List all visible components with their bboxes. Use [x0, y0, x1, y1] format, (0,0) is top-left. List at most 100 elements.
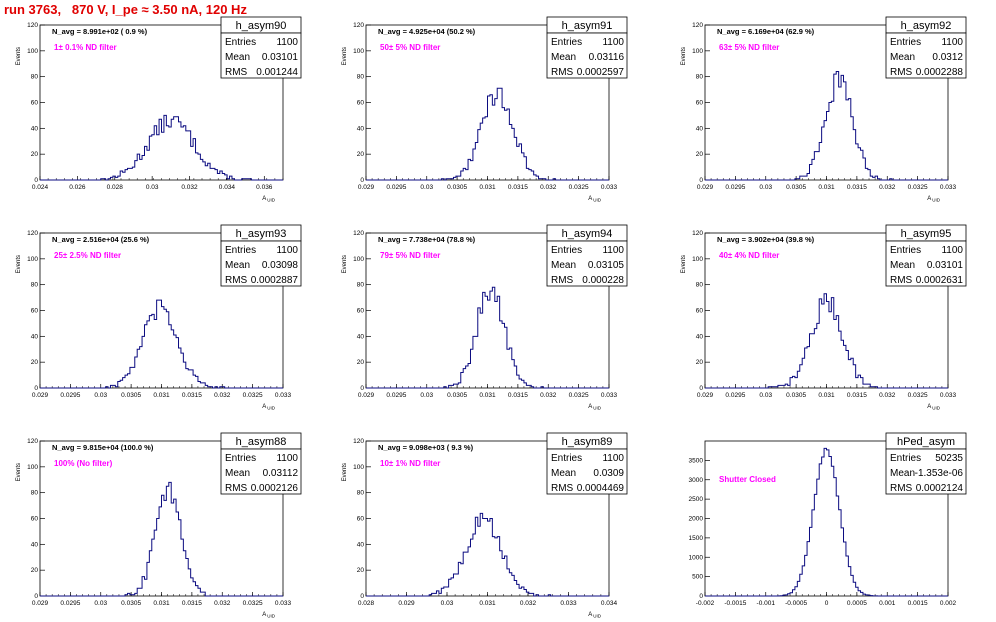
x-tick-label: 0.0305 — [121, 600, 141, 607]
y-tick-label: 20 — [696, 151, 704, 158]
x-tick-label: 0.029 — [32, 600, 49, 607]
stat-label: RMS — [225, 483, 248, 494]
y-tick-label: 120 — [353, 230, 364, 237]
x-tick-label: 0.029 — [32, 392, 49, 399]
navg-label: N_avg = 2.516e+04 (25.6 %) — [52, 235, 150, 244]
y-axis-label: Events — [16, 463, 22, 481]
y-tick-label: 120 — [27, 22, 38, 29]
x-axis-label: AUID — [262, 196, 276, 203]
stats-box — [885, 32, 967, 79]
panel-h_asym89: 0.028 0.029 0.03 0.031 0.032 0.033 0.034 0 20 40 6… — [342, 432, 628, 619]
x-tick-label: 0.0295 — [725, 184, 745, 191]
panel-h_asym90: 0.024 0.026 0.028 0.03 0.032 0.034 0.036 0 20 40 6… — [16, 16, 302, 203]
stats-box — [885, 448, 967, 495]
y-tick-label: 100 — [353, 256, 364, 263]
y-tick-label: 2500 — [689, 496, 704, 503]
x-tick-label: 0.032 — [540, 392, 557, 399]
stats-box — [220, 240, 302, 287]
stat-label: RMS — [551, 67, 574, 78]
stat-value: 0.03101 — [927, 260, 964, 271]
y-tick-label: 20 — [357, 567, 365, 574]
x-tick-label: 0.03 — [420, 184, 433, 191]
histogram-name: h_asym95 — [901, 228, 952, 240]
x-axis-label: AUID — [927, 404, 941, 411]
stat-label: Mean — [225, 52, 250, 63]
x-axis-label: AUID — [588, 196, 602, 203]
x-tick-label: 0.03 — [759, 392, 772, 399]
histogram-name: hPed_asym — [897, 436, 955, 448]
x-tick-label: 0.032 — [181, 184, 198, 191]
x-tick-label: 0.032 — [879, 392, 896, 399]
stats-box — [885, 240, 967, 287]
x-tick-label: 0.0295 — [386, 392, 406, 399]
filter-label: 50± 5% ND filter — [380, 43, 440, 52]
stat-label: RMS — [225, 67, 248, 78]
stat-label: Entries — [551, 453, 582, 464]
y-tick-label: 80 — [696, 282, 704, 289]
x-tick-label: 0.033 — [940, 184, 957, 191]
y-tick-label: 120 — [27, 230, 38, 237]
histogram-line — [705, 71, 948, 181]
y-tick-label: 20 — [31, 151, 39, 158]
y-tick-label: 80 — [31, 74, 39, 81]
x-tick-label: 0.029 — [358, 184, 375, 191]
histogram-name: h_asym93 — [236, 228, 287, 240]
x-tick-label: 0.0305 — [447, 184, 467, 191]
panel-h_asym93: 0.029 0.0295 0.03 0.0305 0.031 0.0315 0.032 0.0… — [16, 224, 302, 411]
panel-h_asym88: 0.029 0.0295 0.03 0.0305 0.031 0.0315 0.032 0.0… — [16, 432, 302, 619]
y-tick-label: 20 — [31, 359, 39, 366]
stat-value: 0.0004469 — [577, 483, 625, 494]
y-axis-label: Events — [16, 47, 22, 65]
histogram-name: h_asym94 — [562, 228, 613, 240]
histogram-name: h_asym89 — [562, 436, 613, 448]
y-tick-label: 40 — [357, 541, 365, 548]
stat-value: 1100 — [602, 453, 624, 464]
y-tick-label: 60 — [357, 308, 365, 315]
stat-value: 0.001244 — [256, 67, 298, 78]
x-axis-label: AUID — [262, 612, 276, 619]
histogram-line — [366, 512, 609, 597]
x-tick-label: 0.03 — [94, 392, 107, 399]
x-axis-label: AUID — [588, 404, 602, 411]
y-axis-label: Events — [342, 255, 348, 273]
stats-box — [546, 448, 628, 495]
x-tick-label: 0.029 — [697, 392, 714, 399]
stat-value: 0.0002597 — [577, 67, 625, 78]
panel-h_asym92: 0.029 0.0295 0.03 0.0305 0.031 0.0315 0.032 0.0… — [681, 16, 967, 203]
y-tick-label: 0 — [699, 177, 703, 184]
stat-label: RMS — [551, 483, 574, 494]
y-tick-label: 40 — [357, 125, 365, 132]
x-tick-label: 0.036 — [256, 184, 273, 191]
y-tick-label: 80 — [696, 74, 704, 81]
y-tick-label: 100 — [27, 256, 38, 263]
stat-label: Mean — [890, 468, 915, 479]
navg-label: N_avg = 6.169e+04 (62.9 %) — [717, 27, 815, 36]
x-tick-label: 0.028 — [107, 184, 124, 191]
x-tick-label: 0.0315 — [508, 392, 528, 399]
histogram-name: h_asym90 — [236, 20, 287, 32]
y-tick-label: 60 — [696, 308, 704, 315]
x-axis-label: AUID — [588, 612, 602, 619]
panel-h_asym95: 0.029 0.0295 0.03 0.0305 0.031 0.0315 0.032 0.0… — [681, 224, 967, 411]
stat-value: 0.03101 — [262, 52, 299, 63]
stat-value: 0.0002124 — [916, 483, 964, 494]
navg-label: N_avg = 7.738e+04 (78.8 %) — [378, 235, 476, 244]
x-tick-label: 0.0325 — [908, 184, 928, 191]
stat-value: 1100 — [941, 37, 963, 48]
x-tick-label: 0.031 — [818, 184, 835, 191]
stat-value: 1100 — [602, 37, 624, 48]
x-tick-label: 0.0315 — [508, 184, 528, 191]
y-tick-label: 60 — [31, 516, 39, 523]
x-tick-label: 0.024 — [32, 184, 49, 191]
x-tick-label: 0.032 — [879, 184, 896, 191]
x-tick-label: 0.0325 — [569, 392, 589, 399]
x-tick-label: 0.0325 — [243, 600, 263, 607]
x-tick-label: 0.03 — [759, 184, 772, 191]
y-tick-label: 100 — [353, 48, 364, 55]
x-tick-label: 0.032 — [540, 184, 557, 191]
x-tick-label: 0.0325 — [908, 392, 928, 399]
histogram-line — [366, 87, 609, 181]
stat-value: 0.0002288 — [916, 67, 964, 78]
y-tick-label: 80 — [31, 490, 39, 497]
y-tick-label: 0 — [34, 593, 38, 600]
